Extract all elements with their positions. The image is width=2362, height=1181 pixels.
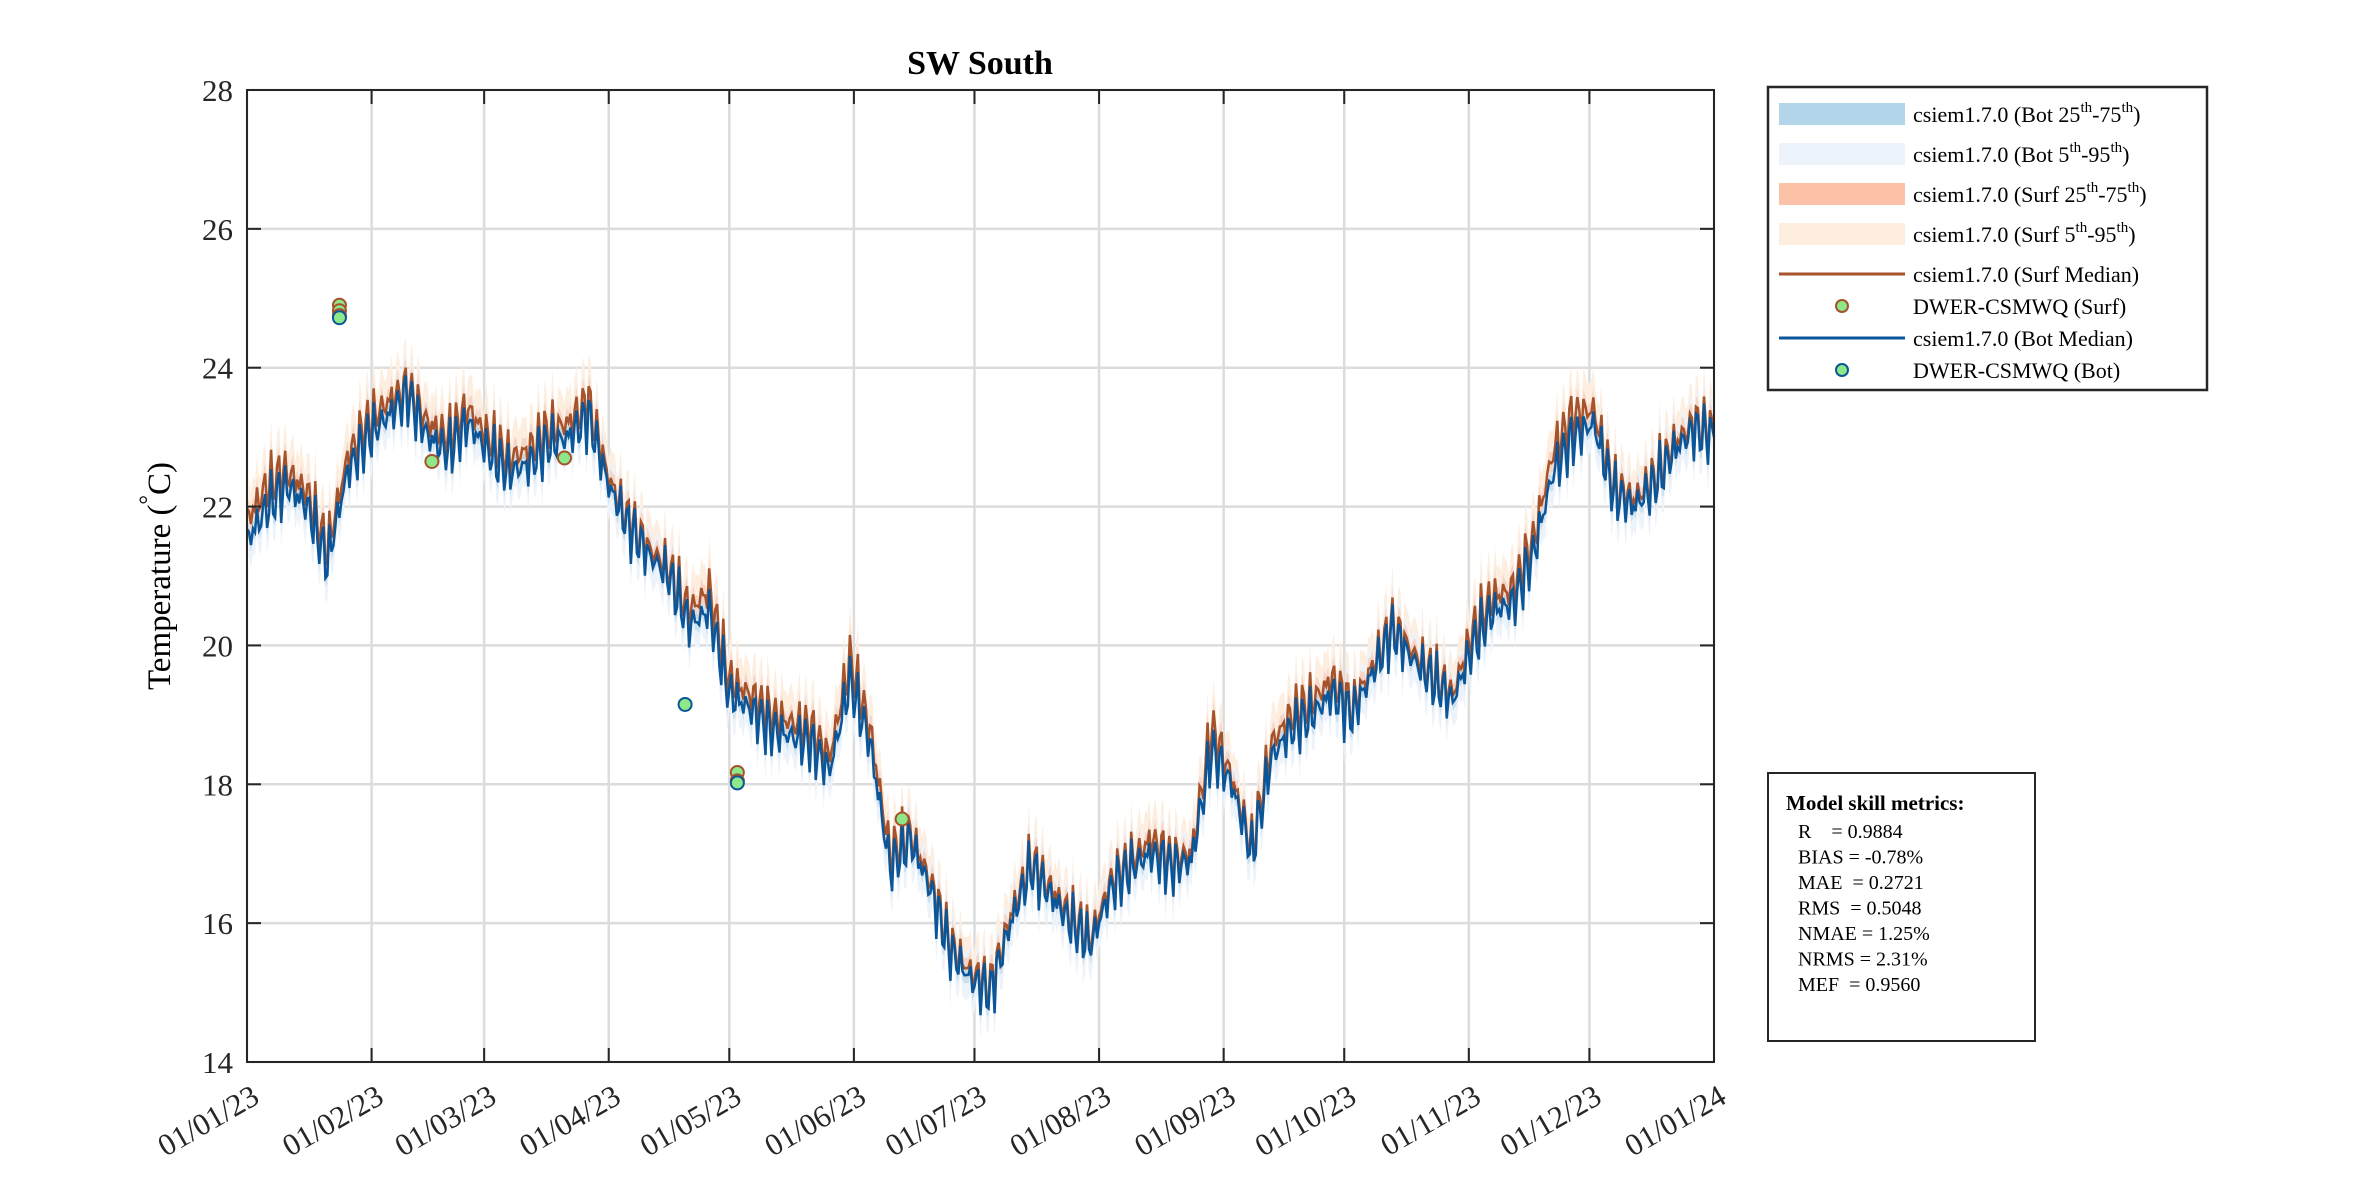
- y-axis-label: Temperature (°C): [136, 462, 178, 690]
- legend-swatch-band: [1779, 143, 1905, 165]
- obs-surf-point: [424, 453, 440, 469]
- legend-swatch-marker: [1835, 299, 1849, 313]
- y-tick-label: 22: [202, 490, 233, 525]
- legend-label-part: ): [2133, 102, 2140, 127]
- metric-line: NRMS = 2.31%: [1798, 949, 1928, 971]
- legend-swatch-band: [1779, 103, 1905, 125]
- metric-line: MAE = 0.2721: [1798, 872, 1924, 894]
- metric-line: BIAS = -0.78%: [1798, 847, 1923, 869]
- metric-line: NMAE = 1.25%: [1798, 923, 1930, 945]
- legend-label-part: ): [2122, 142, 2129, 167]
- legend-label-part: -95: [2087, 222, 2116, 247]
- metric-line: R = 0.9884: [1798, 821, 1903, 843]
- y-label-part: C): [142, 462, 178, 495]
- legend-label-part: ): [2139, 182, 2146, 207]
- y-tick-label: 24: [202, 351, 234, 386]
- legend-label: csiem1.7.0 (Bot Median): [1913, 326, 2133, 351]
- median-lines: [245, 367, 1716, 1016]
- legend-label-part: csiem1.7.0 (Bot 5: [1913, 142, 2069, 167]
- obs-surf-point: [894, 811, 910, 827]
- legend-label-part: -75: [2098, 182, 2127, 207]
- y-tick-label: 28: [202, 73, 233, 108]
- bot-median-line: [245, 375, 1716, 1016]
- y-tick-label: 20: [202, 628, 233, 663]
- legend-label: DWER-CSMWQ (Surf): [1913, 294, 2126, 319]
- skill-metrics-box: Model skill metrics: R = 0.9884 BIAS = -0…: [1767, 772, 2036, 1042]
- metrics-title: Model skill metrics:: [1786, 791, 1964, 815]
- legend-label-sup: th: [2117, 220, 2129, 236]
- legend-label-part: csiem1.7.0 (Bot Median): [1913, 326, 2133, 351]
- legend-label: DWER-CSMWQ (Bot): [1913, 358, 2120, 383]
- legend-swatch-band: [1779, 183, 1905, 205]
- legend: csiem1.7.0 (Bot 25th-75th)csiem1.7.0 (Bo…: [1766, 85, 2209, 392]
- legend-label-part: csiem1.7.0 (Surf 5: [1913, 222, 2076, 247]
- obs-bot-point: [331, 310, 347, 326]
- legend-label-part: DWER-CSMWQ (Surf): [1913, 294, 2126, 319]
- legend-label-part: -95: [2081, 142, 2110, 167]
- obs-surf-point: [557, 450, 573, 466]
- obs-bot-point: [729, 775, 745, 791]
- y-tick-label: 14: [202, 1045, 234, 1080]
- legend-label-sup: th: [2076, 220, 2088, 236]
- obs-bot-point: [677, 696, 693, 712]
- legend-label: csiem1.7.0 (Bot 25th-75th): [1913, 100, 2140, 127]
- legend-label-part: csiem1.7.0 (Surf Median): [1913, 262, 2139, 287]
- legend-label-part: -75: [2092, 102, 2121, 127]
- legend-label-sup: th: [2087, 180, 2099, 196]
- y-tick-label: 26: [202, 212, 233, 247]
- legend-label: csiem1.7.0 (Surf 5th-95th): [1913, 220, 2136, 247]
- bot-p25-75-band: [247, 367, 1714, 1024]
- legend-swatch-band: [1779, 223, 1905, 245]
- legend-label-part: csiem1.7.0 (Bot 25: [1913, 102, 2080, 127]
- y-label-degree: °: [136, 495, 162, 505]
- observations: [331, 297, 910, 827]
- legend-label-sup: th: [2069, 140, 2081, 156]
- legend-swatch-marker: [1835, 363, 1849, 377]
- legend-label-sup: th: [2128, 180, 2140, 196]
- y-tick-label: 18: [202, 767, 233, 802]
- legend-label-sup: th: [2110, 140, 2122, 156]
- legend-label-part: csiem1.7.0 (Surf 25: [1913, 182, 2087, 207]
- metric-line: MEF = 0.9560: [1798, 974, 1920, 996]
- legend-label-part: ): [2128, 222, 2135, 247]
- plot-frame: [246, 89, 1715, 1063]
- legend-label: csiem1.7.0 (Bot 5th-95th): [1913, 140, 2129, 167]
- chart-title: SW South: [907, 45, 1053, 82]
- legend-label: csiem1.7.0 (Surf Median): [1913, 262, 2139, 287]
- legend-label-sup: th: [2080, 100, 2092, 116]
- legend-label-part: DWER-CSMWQ (Bot): [1913, 358, 2120, 383]
- legend-label-sup: th: [2121, 100, 2133, 116]
- y-tick-label: 16: [202, 906, 233, 941]
- legend-label: csiem1.7.0 (Surf 25th-75th): [1913, 180, 2147, 207]
- metric-line: RMS = 0.5048: [1798, 898, 1922, 920]
- y-label-part: Temperature (: [142, 505, 178, 691]
